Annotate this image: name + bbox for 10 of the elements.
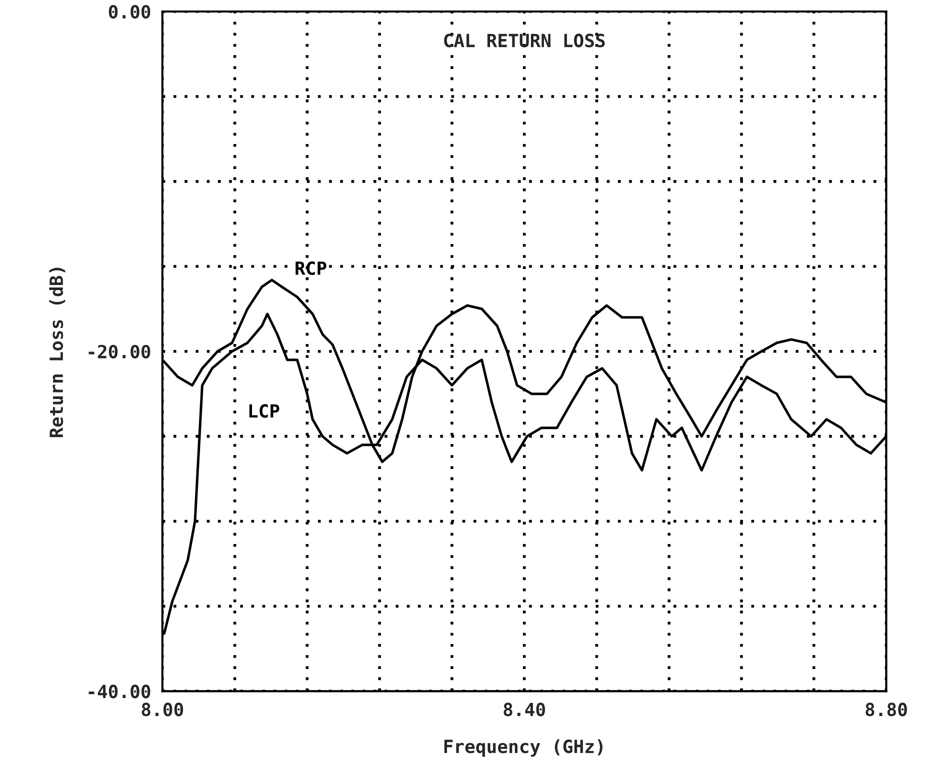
x-tick-label: 8.40 — [504, 702, 545, 716]
x-tick-label: 8.00 — [142, 702, 184, 716]
y-axis-title: Return Loss (dB) — [49, 268, 66, 438]
series-label: LCP — [249, 404, 280, 418]
y-tick-label: 0.00 — [108, 4, 150, 19]
y-tick-label: -40.00 — [88, 684, 150, 698]
y-tick-label: -20.00 — [88, 344, 150, 358]
text: CAL RETURN LOSS — [444, 34, 605, 48]
x-tick-label: 8.80 — [866, 702, 907, 716]
x-axis-title: Frequency (GHz) — [444, 739, 602, 757]
